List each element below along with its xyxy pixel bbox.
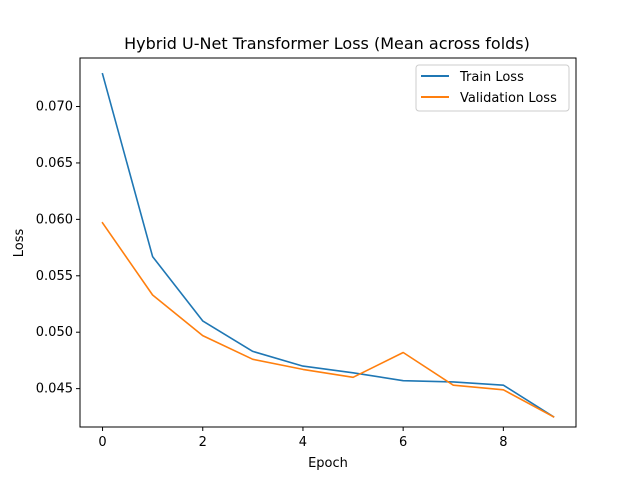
y-axis-ticks: 0.045 0.050 0.055 0.060 0.065 0.070: [36, 100, 80, 397]
series-lines: [101, 72, 555, 418]
y-tick-label: 0.055: [36, 269, 73, 284]
y-tick-label: 0.065: [36, 156, 73, 171]
x-tick-label: 8: [499, 435, 507, 450]
legend-label-validation-loss: Validation Loss: [460, 91, 557, 106]
plot-frame: [79, 57, 577, 428]
x-axis-ticks: 0 2 4 6 8: [98, 427, 507, 450]
series-line-train-loss: [101, 72, 555, 418]
y-axis-label: Loss: [12, 229, 27, 258]
legend: Train Loss Validation Loss: [415, 64, 570, 112]
x-tick-label: 2: [199, 435, 207, 450]
x-tick-label: 4: [299, 435, 307, 450]
x-tick-label: 0: [98, 435, 106, 450]
y-tick-label: 0.060: [36, 212, 73, 227]
chart-title: Hybrid U-Net Transformer Loss (Mean acro…: [124, 34, 530, 53]
legend-label-train-loss: Train Loss: [459, 70, 524, 85]
y-tick-label: 0.070: [36, 100, 73, 115]
y-tick-label: 0.045: [36, 382, 73, 397]
x-axis-label: Epoch: [308, 456, 348, 471]
series-line-validation-loss: [101, 221, 555, 418]
legend-box: [415, 64, 570, 112]
x-tick-label: 6: [399, 435, 407, 450]
y-tick-label: 0.050: [36, 325, 73, 340]
